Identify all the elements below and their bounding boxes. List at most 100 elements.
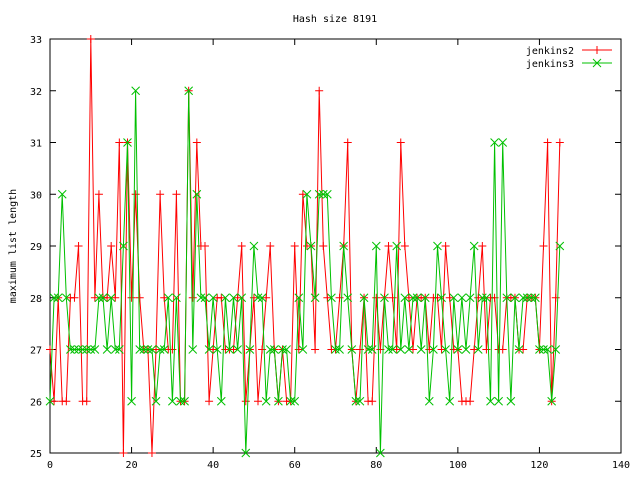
x-tick-label: 140 — [612, 460, 630, 471]
data-point — [400, 293, 410, 303]
data-point — [119, 449, 128, 457]
data-point — [139, 345, 149, 354]
data-point — [498, 345, 507, 354]
data-point — [388, 345, 397, 354]
data-point — [212, 345, 222, 354]
data-point — [335, 345, 344, 354]
data-point — [233, 345, 242, 354]
data-point — [249, 241, 259, 251]
data-point — [66, 345, 75, 354]
data-point — [82, 345, 92, 354]
data-point — [98, 293, 108, 303]
data-point — [74, 345, 83, 354]
y-tick-label: 31 — [30, 139, 42, 150]
data-point — [258, 345, 267, 354]
data-point — [522, 293, 532, 303]
legend-item-jenkins3: jenkins3 — [526, 58, 612, 70]
data-point — [490, 138, 499, 147]
x-tick-label: 60 — [289, 460, 301, 471]
chart-title: Hash size 8191 — [293, 14, 377, 25]
data-point — [253, 293, 263, 303]
data-point — [384, 345, 393, 354]
data-point — [208, 293, 218, 303]
data-point — [404, 345, 414, 354]
data-point — [355, 396, 365, 406]
data-point — [262, 293, 271, 302]
series-jenkins3 — [45, 86, 565, 458]
data-point — [441, 345, 450, 354]
data-point — [127, 293, 136, 302]
data-point — [302, 189, 312, 199]
data-point — [229, 345, 238, 354]
data-point — [172, 190, 181, 199]
data-point — [233, 293, 242, 302]
data-point — [339, 241, 349, 251]
data-point — [257, 293, 267, 303]
data-point — [192, 138, 201, 147]
data-point — [266, 242, 275, 250]
data-point — [298, 345, 308, 354]
data-point — [363, 345, 373, 354]
data-point — [107, 242, 116, 250]
data-point — [474, 293, 483, 302]
legend-item-jenkins2: jenkins2 — [526, 46, 612, 57]
y-tick-label: 27 — [30, 346, 42, 357]
data-point — [404, 293, 413, 302]
data-point — [151, 396, 161, 406]
legend-label: jenkins3 — [526, 59, 574, 70]
data-point — [376, 448, 385, 458]
data-point — [510, 293, 520, 303]
data-point — [547, 396, 557, 406]
data-point — [351, 396, 361, 406]
data-point — [147, 345, 157, 354]
data-point — [192, 189, 202, 199]
data-point — [310, 293, 320, 303]
data-point — [127, 396, 136, 406]
data-point — [241, 448, 251, 458]
legend: jenkins2 jenkins3 — [526, 46, 612, 70]
data-point — [371, 241, 381, 251]
data-point — [155, 345, 165, 354]
data-point — [408, 293, 418, 303]
data-point — [453, 345, 463, 354]
data-point — [196, 293, 206, 303]
data-point — [449, 293, 459, 303]
data-point — [392, 345, 401, 354]
data-point — [396, 138, 405, 147]
data-point — [103, 293, 112, 302]
data-point — [445, 396, 455, 406]
data-point — [323, 293, 332, 302]
data-point — [384, 242, 393, 250]
data-point — [470, 345, 479, 354]
data-point — [131, 86, 141, 96]
series-jenkins2 — [46, 35, 564, 457]
data-point — [482, 345, 491, 354]
data-point — [135, 345, 145, 354]
data-point — [343, 138, 352, 147]
data-point — [396, 345, 406, 354]
data-point — [261, 396, 271, 406]
data-point — [437, 293, 446, 303]
data-point — [147, 449, 156, 457]
data-point — [160, 293, 169, 302]
data-point — [237, 293, 247, 303]
data-point — [543, 345, 552, 354]
data-point — [551, 345, 561, 354]
data-point — [290, 396, 300, 406]
data-point — [163, 293, 173, 303]
data-point — [457, 293, 467, 303]
data-point — [114, 345, 124, 354]
data-point — [551, 293, 560, 302]
data-point — [168, 345, 177, 354]
data-point — [86, 345, 96, 354]
data-point — [188, 293, 197, 302]
data-point — [286, 396, 295, 406]
y-tick-label: 29 — [30, 242, 42, 253]
series-layer — [45, 35, 565, 458]
data-point — [110, 345, 120, 354]
data-point — [367, 345, 377, 354]
data-point — [282, 345, 291, 354]
data-point — [209, 345, 218, 354]
data-point — [359, 293, 369, 303]
